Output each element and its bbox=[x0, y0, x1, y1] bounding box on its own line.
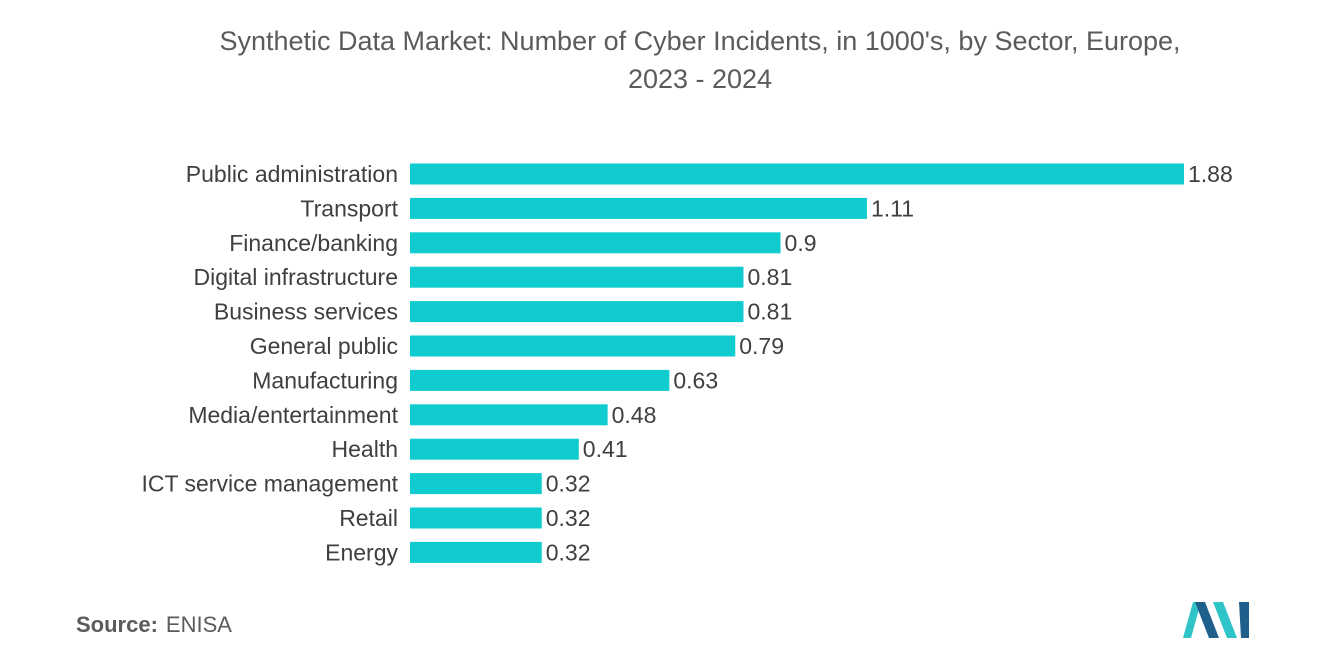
value-label: 0.32 bbox=[546, 471, 591, 497]
category-label: ICT service management bbox=[141, 471, 398, 497]
value-label: 1.11 bbox=[871, 195, 914, 221]
category-label: Media/entertainment bbox=[188, 402, 398, 428]
logo-right-stroke-1 bbox=[1213, 602, 1237, 638]
bar bbox=[410, 197, 867, 219]
value-label: 0.79 bbox=[739, 333, 784, 359]
value-label: 0.9 bbox=[785, 230, 817, 256]
category-label: Business services bbox=[214, 299, 398, 325]
category-label: Public administration bbox=[186, 161, 398, 187]
chart-title-line-2: 2023 - 2024 bbox=[627, 64, 773, 94]
bar bbox=[410, 473, 542, 495]
bar bbox=[410, 266, 744, 288]
bar bbox=[410, 163, 1184, 185]
mordor-intelligence-logo-icon bbox=[1183, 602, 1249, 638]
bar bbox=[410, 404, 608, 426]
bars-layer: Public administration 1.88 Transport 1.11 Fi… bbox=[141, 161, 1232, 565]
category-label: Retail bbox=[339, 505, 398, 531]
bar bbox=[410, 301, 744, 323]
logo-right-stroke-2 bbox=[1239, 602, 1249, 638]
value-label: 0.81 bbox=[747, 299, 792, 325]
value-label: 1.88 bbox=[1188, 161, 1233, 187]
logo-middle-stroke bbox=[1195, 602, 1219, 638]
category-label: Finance/banking bbox=[229, 230, 398, 256]
category-label: Energy bbox=[325, 539, 398, 565]
logo-left-stroke bbox=[1183, 602, 1201, 638]
chart-title-line-1: Synthetic Data Market: Number of Cyber I… bbox=[219, 26, 1181, 56]
category-label: General public bbox=[250, 333, 398, 359]
bar bbox=[410, 335, 736, 357]
value-label: 0.48 bbox=[612, 402, 657, 428]
value-label: 0.63 bbox=[673, 367, 718, 393]
value-label: 0.32 bbox=[546, 505, 591, 531]
bar bbox=[410, 507, 542, 529]
source-label: Source: bbox=[76, 612, 158, 637]
bar bbox=[410, 438, 579, 460]
bar bbox=[410, 232, 781, 254]
category-label: Manufacturing bbox=[252, 367, 398, 393]
source-value: ENISA bbox=[165, 612, 232, 637]
category-label: Health bbox=[332, 436, 398, 462]
bar bbox=[410, 369, 670, 391]
value-label: 0.32 bbox=[546, 539, 591, 565]
chart-title: Synthetic Data Market: Number of Cyber I… bbox=[60, 22, 1320, 98]
value-label: 0.81 bbox=[747, 264, 792, 290]
source-note: Source: ENISA bbox=[76, 612, 232, 638]
value-label: 0.41 bbox=[583, 436, 628, 462]
category-label: Transport bbox=[300, 195, 398, 221]
bar bbox=[410, 541, 542, 563]
category-label: Digital infrastructure bbox=[193, 264, 398, 290]
